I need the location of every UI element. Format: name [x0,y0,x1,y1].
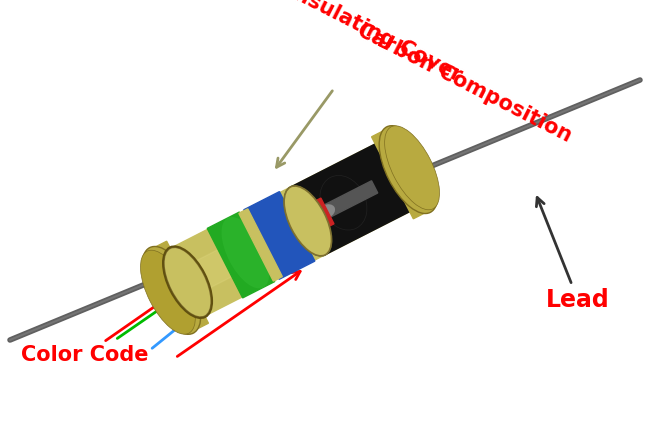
Polygon shape [303,198,334,233]
Polygon shape [170,144,410,316]
Polygon shape [239,209,282,281]
Ellipse shape [379,126,438,213]
Ellipse shape [140,250,196,334]
Ellipse shape [217,219,265,291]
Ellipse shape [284,186,332,256]
Ellipse shape [320,175,367,230]
Ellipse shape [316,204,335,219]
Polygon shape [372,129,430,219]
Polygon shape [151,241,209,331]
Polygon shape [291,144,410,255]
Polygon shape [181,164,399,296]
Ellipse shape [385,126,439,210]
Polygon shape [318,181,378,220]
Polygon shape [207,212,275,298]
Text: Carbon Composition: Carbon Composition [354,20,575,213]
Ellipse shape [142,247,201,334]
Ellipse shape [384,134,430,207]
Polygon shape [244,192,315,279]
Ellipse shape [255,200,303,271]
Ellipse shape [222,217,269,289]
Text: Color Code: Color Code [21,271,205,365]
Text: Lead: Lead [536,197,610,312]
Ellipse shape [164,248,211,317]
Text: Insulating Cover: Insulating Cover [276,0,465,167]
Ellipse shape [284,186,332,256]
